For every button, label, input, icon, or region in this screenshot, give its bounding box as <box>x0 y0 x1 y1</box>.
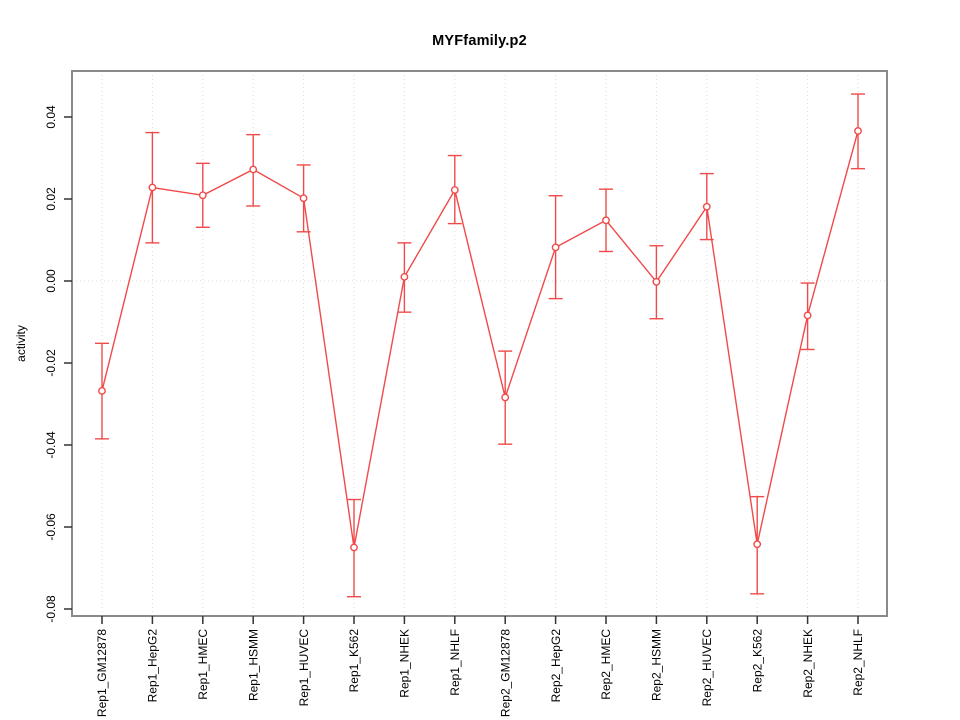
data-point <box>299 194 308 203</box>
data-point <box>652 277 661 286</box>
data-point <box>501 393 510 402</box>
x-tick-label: Rep1_HepG2 <box>146 629 160 703</box>
x-tick-label: Rep2_HSMM <box>650 629 664 701</box>
x-tick-label: Rep1_NHLF <box>448 629 462 696</box>
y-tick-label: -0.02 <box>44 349 58 377</box>
data-point <box>753 540 762 549</box>
data-point <box>148 183 157 192</box>
plot-frame <box>71 70 888 617</box>
x-tick-label: Rep2_GM12878 <box>498 629 512 717</box>
y-tick-label: -0.06 <box>44 513 58 541</box>
data-point <box>249 165 258 174</box>
data-point <box>98 386 106 395</box>
data-point <box>702 202 711 211</box>
data-point <box>198 191 207 200</box>
data-point <box>450 186 459 194</box>
data-point <box>350 543 358 552</box>
data-point <box>400 272 409 281</box>
x-tick-label: Rep2_NHLF <box>851 629 865 696</box>
x-tick-label: Rep2_HUVEC <box>700 629 714 707</box>
x-tick-label: Rep1_HMEC <box>196 629 210 700</box>
y-tick-label: 0.04 <box>44 105 58 129</box>
y-tick-label: -0.08 <box>44 595 58 623</box>
y-axis-label: activity <box>14 325 28 362</box>
data-point <box>551 243 560 252</box>
x-tick-label: Rep1_HUVEC <box>297 629 311 707</box>
x-tick-label: Rep1_HSMM <box>246 629 260 701</box>
x-tick-label: Rep2_K562 <box>750 629 764 693</box>
x-tick-label: Rep2_HepG2 <box>549 629 563 703</box>
chart-title: MYFfamily.p2 <box>432 33 527 49</box>
data-point <box>803 311 812 320</box>
x-tick-label: Rep1_GM12878 <box>95 629 109 717</box>
data-point <box>854 127 862 135</box>
x-tick-label: Rep1_K562 <box>347 629 361 693</box>
y-tick-label: 0.02 <box>44 187 58 211</box>
y-tick-label: 0.00 <box>44 269 58 293</box>
y-tick-label: -0.04 <box>44 431 58 459</box>
x-tick-label: Rep2_HMEC <box>599 629 613 700</box>
data-line <box>101 130 859 548</box>
x-tick-label: Rep2_NHEK <box>801 629 815 698</box>
x-tick-label: Rep1_NHEK <box>398 629 412 698</box>
data-point <box>602 216 610 225</box>
